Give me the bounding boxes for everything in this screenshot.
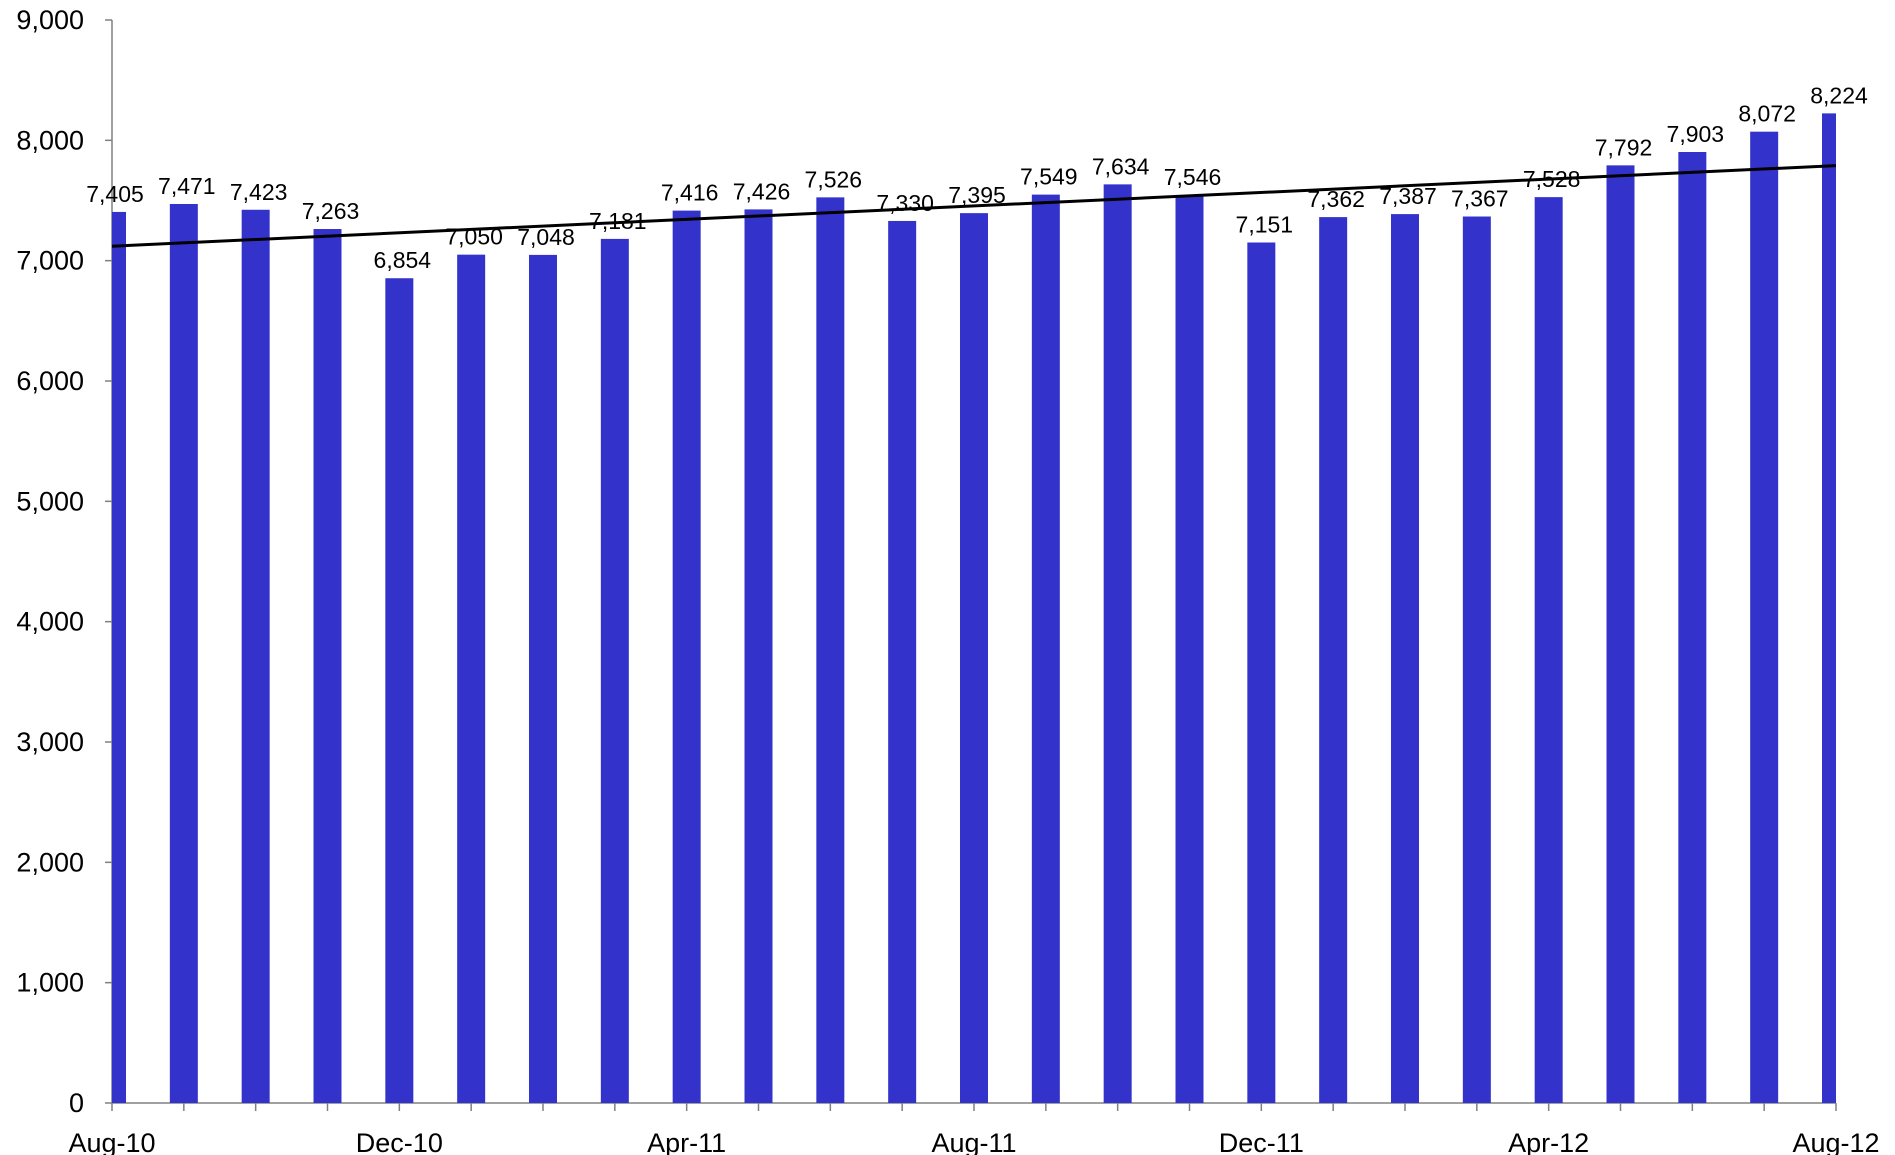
x-tick-label: Aug-12 [1792,1128,1879,1155]
bar [1534,197,1563,1103]
y-tick-label: 7,000 [16,246,84,276]
data-label: 7,471 [158,173,216,199]
bar [816,197,845,1103]
bar [457,254,486,1103]
y-tick-label: 5,000 [16,486,84,516]
bar [313,229,342,1104]
bar [1103,184,1132,1103]
bar [385,278,414,1103]
y-tick-label: 3,000 [16,727,84,757]
bar [1606,165,1635,1103]
data-label: 7,362 [1307,186,1365,212]
bar [1247,242,1276,1103]
bar [888,220,917,1103]
bar [744,209,773,1103]
bar [1678,152,1707,1103]
data-label: 7,405 [86,181,144,207]
y-axis: 0 1,000 2,000 3,000 4,000 5,000 6,000 7,000 8,00… [16,5,113,1118]
data-label: 7,263 [302,198,360,224]
data-label: 7,050 [445,224,503,250]
bar [1391,214,1419,1104]
bar [1175,194,1204,1103]
y-tick-label: 9,000 [16,5,84,35]
trendline [111,164,1837,248]
data-label: 7,367 [1451,186,1509,212]
data-label: 7,426 [733,178,791,204]
data-label: 6,854 [374,247,432,273]
data-label: 7,528 [1523,166,1581,192]
x-tick-label: Apr-11 [647,1128,726,1155]
x-tick-label: Aug-10 [68,1128,155,1155]
bar [169,203,198,1103]
bar [600,238,629,1103]
data-label: 7,181 [589,208,647,234]
bar [960,213,988,1103]
data-label: 7,151 [1236,211,1294,237]
data-label: 7,387 [1379,183,1437,209]
x-axis: Aug-10 Dec-10 Apr-11 Aug-11 Dec-11 Apr-12 Aug-… [68,1102,1880,1155]
bar [1462,216,1491,1103]
data-label: 7,048 [517,224,575,250]
data-label: 7,423 [230,179,288,205]
data-labels: 7,405 7,471 7,423 7,263 6,854 7,050 7,048 7,181… [86,82,1868,273]
bar [112,211,126,1104]
bar [529,254,557,1103]
bar [1031,194,1060,1104]
bar [1319,217,1348,1103]
data-label: 8,224 [1810,82,1868,108]
bar [1822,113,1836,1104]
y-tick-label: 4,000 [16,607,84,637]
bars [112,113,1836,1104]
data-label: 7,634 [1092,153,1150,179]
data-label: 7,526 [805,166,863,192]
trendline-group [111,164,1837,248]
data-label: 7,546 [1164,164,1222,190]
bar [241,209,270,1103]
bar [672,210,701,1103]
y-tick-label: 0 [69,1088,84,1118]
y-tick-label: 6,000 [16,366,84,396]
x-tick-label: Apr-12 [1508,1128,1589,1155]
data-label: 7,903 [1667,121,1725,147]
x-tick-label: Aug-11 [931,1128,1016,1155]
data-label: 7,416 [661,180,719,206]
bar [1750,131,1779,1104]
y-tick-label: 1,000 [16,968,84,998]
data-label: 7,549 [1020,164,1078,190]
x-tick-label: Dec-10 [356,1128,443,1155]
data-label: 8,072 [1738,101,1796,127]
x-tick-label: Dec-11 [1219,1128,1304,1155]
data-label: 7,395 [948,182,1006,208]
y-tick-label: 2,000 [16,847,84,877]
data-label: 7,792 [1595,134,1653,160]
y-tick-label: 8,000 [16,125,84,155]
data-label: 7,330 [876,190,934,216]
